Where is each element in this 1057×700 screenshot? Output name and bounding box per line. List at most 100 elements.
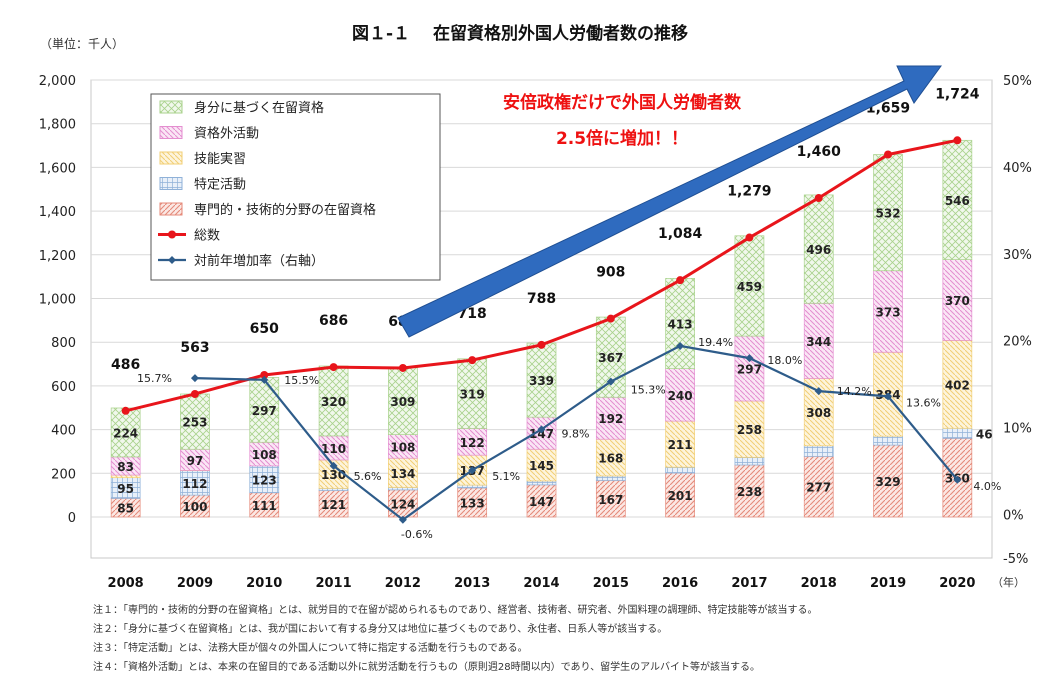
bar-segment [318, 490, 349, 518]
segment-label: 130 [321, 468, 346, 482]
segment-label: 192 [598, 412, 623, 426]
annotation-line2: 2.5倍に増加！！ [556, 128, 688, 149]
segment-label: 147 [529, 495, 554, 509]
growth-label: 9.8% [562, 427, 590, 440]
growth-point [953, 475, 962, 484]
legend-swatch [159, 126, 183, 139]
legend: 身分に基づく在留資格資格外活動技能実習特定活動専門的・技術的分野の在留資格総数対… [150, 93, 441, 281]
growth-label: 5.6% [354, 470, 382, 483]
segment-label: 459 [737, 280, 762, 294]
y-tick-label: 1,800 [39, 118, 76, 133]
legend-marker [168, 256, 176, 264]
total-point [190, 389, 199, 398]
total-label: 686 [319, 313, 348, 329]
bar-segment [942, 340, 973, 429]
total-label: 1,084 [658, 226, 703, 242]
segment-label: 147 [529, 427, 554, 441]
growth-label: 13.6% [906, 396, 941, 409]
annotation: 安倍政権だけで外国人労働者数 2.5倍に増加！！ [397, 65, 942, 338]
growth-label: 19.4% [698, 336, 733, 349]
bar-segment [803, 445, 834, 457]
growth-series-line [194, 344, 959, 522]
x-tick-label: 2008 [108, 576, 144, 591]
bar-segment [595, 475, 626, 481]
bar-segment [388, 366, 418, 435]
bar-segment [526, 480, 557, 486]
x-unit-label: （年） [992, 575, 1025, 589]
legend-label: 技能実習 [194, 151, 246, 167]
total-label: 908 [596, 265, 625, 281]
legend-swatch [159, 177, 183, 190]
annotation-line1: 安倍政権だけで外国人労働者数 [503, 92, 742, 113]
segment-label: 370 [945, 294, 970, 308]
segment-label: 83 [117, 460, 134, 474]
total-label: 486 [111, 357, 140, 373]
segment-label: 111 [252, 499, 277, 513]
growth-point [260, 375, 269, 384]
x-tick-label: 2011 [315, 576, 351, 591]
y2-tick-label: 40% [1003, 161, 1032, 176]
stacked-bars [110, 139, 973, 518]
legend-marker [168, 230, 176, 239]
segment-label: 123 [252, 473, 277, 487]
legend-swatch [159, 202, 183, 216]
x-tick-label: 2015 [593, 576, 629, 591]
legend-item: 身分に基づく在留資格 [159, 100, 324, 116]
legend-label: 特定活動 [194, 178, 246, 193]
bar-segment [665, 278, 695, 369]
bar-segment [457, 358, 488, 429]
segment-label: 319 [460, 388, 485, 402]
bar-segment [803, 302, 834, 379]
x-tick-label: 2009 [177, 576, 213, 591]
legend-item: 総数 [158, 229, 220, 244]
total-point [814, 193, 823, 202]
total-point [329, 363, 338, 372]
total-label: 1,460 [797, 144, 842, 160]
total-point [953, 136, 962, 145]
segment-label: 112 [182, 477, 207, 491]
bar-segment [180, 393, 210, 450]
segment-label: 373 [876, 306, 901, 320]
notes: 注１：「専門的・技術的分野の在留資格」とは、就労目的で在留が認められるものであり… [93, 601, 818, 677]
legend-item: 専門的・技術的分野の在留資格 [159, 202, 376, 218]
bar-segment [734, 464, 765, 518]
bar-segment [457, 484, 488, 489]
segment-label: 309 [390, 395, 415, 409]
segment-label: 110 [321, 442, 346, 456]
bar-segment [457, 487, 488, 518]
bar-segment [318, 435, 349, 461]
x-tick-label: 2020 [939, 576, 975, 591]
growth-point [884, 392, 893, 401]
segment-label: 496 [806, 243, 831, 257]
legend-item: 技能実習 [159, 151, 246, 167]
segment-label: 85 [117, 502, 134, 516]
total-point [121, 406, 130, 415]
bar-segment [942, 259, 973, 341]
y-tick-label: 1,200 [39, 249, 76, 264]
segment-label: 258 [737, 423, 762, 437]
segment-label: 277 [806, 481, 831, 495]
segment-label: 108 [252, 448, 277, 462]
legend-label: 資格外活動 [194, 126, 259, 142]
growth-point [606, 377, 615, 386]
segment-label: 344 [806, 335, 831, 349]
segment-label: 367 [598, 351, 623, 365]
segment-label: 240 [668, 389, 693, 403]
y-tick-label: 1,400 [39, 205, 76, 220]
growth-line: 15.7% 15.5% 5.6% -0.6% 5.1% 9.8% 15.3% 19.4% 18.… [137, 336, 1001, 541]
y-axis-right: -5% 0% 10% 20% 30% 40% 50% [1003, 74, 1032, 567]
bar-segment [318, 365, 349, 437]
note-4: 注４：「資格外活動」とは、本来の在留目的である活動以外に就労活動を行うもの（原則… [93, 662, 761, 673]
x-tick-label: 2017 [731, 576, 767, 591]
segment-label: 133 [460, 496, 485, 510]
growth-point [814, 387, 823, 396]
note-1: 注１：「専門的・技術的分野の在留資格」とは、就労目的で在留が認められるものであり… [93, 605, 818, 616]
y2-tick-label: 10% [1003, 422, 1032, 437]
segment-label: 297 [252, 404, 277, 418]
segment-label: 253 [182, 416, 207, 430]
growth-point [190, 374, 199, 383]
trend-arrow [397, 65, 942, 338]
x-tick-label: 2010 [246, 576, 282, 591]
y-tick-label: 800 [51, 336, 76, 351]
segment-label: 46 [976, 427, 993, 441]
